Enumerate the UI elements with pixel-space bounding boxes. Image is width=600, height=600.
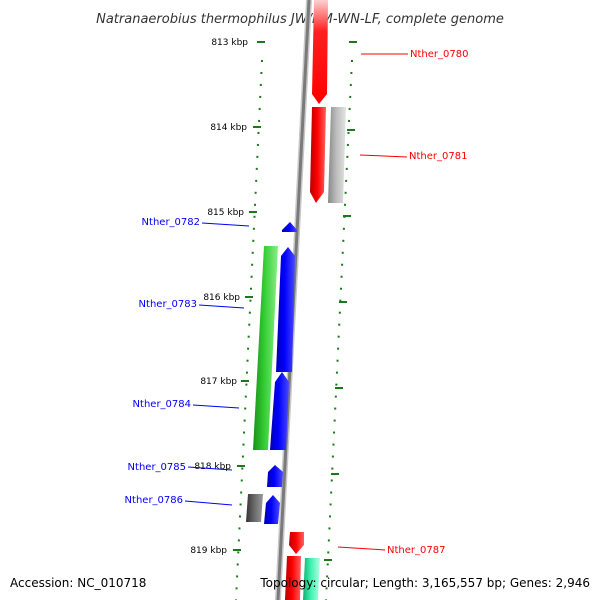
ruler-label-814: 814 kbp [210,123,247,133]
gene-Nther_0780-arrow[interactable] [312,0,328,104]
gene-label-Nther_0780[interactable]: Nther_0780 [410,49,468,60]
gene-Nther_0785-arrow[interactable] [267,465,283,487]
right-ruler [324,41,357,600]
accession-text: Accession: NC_010718 [10,576,146,590]
gene-label-Nther_0781[interactable]: Nther_0781 [409,151,467,162]
leader-line [187,466,233,471]
gray-feature [328,107,346,203]
genome-title: Natranaerobius thermophilus JW/NM-WN-LF,… [96,12,504,27]
gene-label-Nther_0787[interactable]: Nther_0787 [387,545,445,556]
ruler-label-818: 818 kbp [194,462,231,472]
dark-gray-feature [246,494,263,522]
reverse-strand-features [285,0,346,600]
forward-strand-features [246,222,297,524]
ruler-label-816: 816 kbp [203,293,240,303]
gene-Nther_0783-arrow[interactable] [276,247,295,372]
ruler-label-813: 813 kbp [211,38,248,48]
gene-Nther_0784-arrow[interactable] [270,372,289,450]
ruler-label-815: 815 kbp [207,208,244,218]
ruler-label-817: 817 kbp [200,377,237,387]
gene-label-Nther_0784[interactable]: Nther_0784 [133,399,191,410]
red-feature-lower [285,556,301,600]
ruler-label-819: 819 kbp [190,546,227,556]
leader-line [359,154,408,158]
gene-Nther_0781-arrow[interactable] [310,107,326,203]
gene-Nther_0786-arrow[interactable] [264,495,280,524]
gene-label-Nther_0782[interactable]: Nther_0782 [142,217,200,228]
gene-label-Nther_0786[interactable]: Nther_0786 [125,495,183,506]
gene-label-Nther_0783[interactable]: Nther_0783 [139,299,197,310]
genome-summary-text: Topology: circular; Length: 3,165,557 bp… [259,576,590,590]
green-feature [253,246,278,450]
gene-label-Nther_0785[interactable]: Nther_0785 [128,462,186,473]
leader-line [192,404,240,409]
gene-Nther_0782-arrow[interactable] [282,222,297,232]
leader-line [337,546,386,551]
gene-labels: Nther_0780 Nther_0781 Nther_0782 Nther_0… [125,49,469,556]
gene-Nther_0787-arrow[interactable] [289,532,304,554]
leader-line [184,500,233,506]
left-ruler [233,41,265,600]
leader-line [201,222,250,227]
ruler-labels: 813 kbp 814 kbp 815 kbp 816 kbp 817 kbp … [190,38,248,556]
leader-line [198,304,245,309]
teal-feature [303,558,320,600]
